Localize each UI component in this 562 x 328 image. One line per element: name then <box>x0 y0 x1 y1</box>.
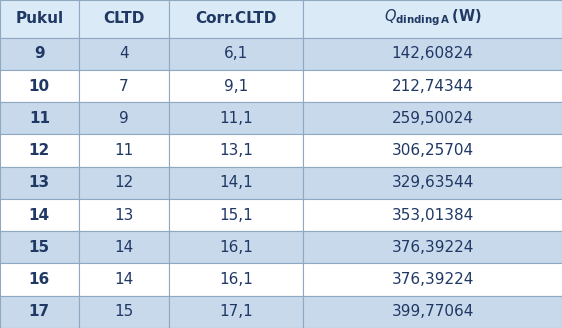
Bar <box>0 70 79 102</box>
Text: 11,1: 11,1 <box>219 111 253 126</box>
Text: 14: 14 <box>114 272 133 287</box>
Bar <box>79 102 169 134</box>
Bar <box>0 102 79 134</box>
Text: 17,1: 17,1 <box>219 304 253 319</box>
Text: 212,74344: 212,74344 <box>392 79 474 93</box>
Text: 11: 11 <box>29 111 50 126</box>
Bar <box>169 199 303 231</box>
Bar <box>169 0 303 38</box>
Text: 15: 15 <box>29 240 50 255</box>
Bar <box>0 296 79 328</box>
Text: 12: 12 <box>29 143 50 158</box>
Bar <box>303 134 562 167</box>
Text: 6,1: 6,1 <box>224 46 248 61</box>
Text: 4: 4 <box>119 46 129 61</box>
Text: 16,1: 16,1 <box>219 240 253 255</box>
Bar <box>169 70 303 102</box>
Bar <box>0 38 79 70</box>
Bar <box>79 231 169 263</box>
Text: 399,77064: 399,77064 <box>392 304 474 319</box>
Bar <box>169 167 303 199</box>
Bar <box>169 296 303 328</box>
Text: 12: 12 <box>114 175 133 190</box>
Bar <box>303 167 562 199</box>
Bar <box>79 134 169 167</box>
Bar <box>0 167 79 199</box>
Text: 13: 13 <box>114 208 133 223</box>
Text: 13: 13 <box>29 175 50 190</box>
Bar <box>303 102 562 134</box>
Bar <box>0 134 79 167</box>
Bar <box>303 38 562 70</box>
Text: 16,1: 16,1 <box>219 272 253 287</box>
Text: 10: 10 <box>29 79 50 93</box>
Bar <box>169 38 303 70</box>
Text: 9: 9 <box>34 46 44 61</box>
Bar <box>0 263 79 296</box>
Bar <box>303 199 562 231</box>
Text: 11: 11 <box>114 143 133 158</box>
Text: 376,39224: 376,39224 <box>392 272 474 287</box>
Bar <box>79 167 169 199</box>
Bar <box>0 0 79 38</box>
Bar <box>303 296 562 328</box>
Text: 14: 14 <box>114 240 133 255</box>
Text: 15: 15 <box>114 304 133 319</box>
Bar <box>79 199 169 231</box>
Text: Corr.CLTD: Corr.CLTD <box>196 11 277 26</box>
Bar <box>169 102 303 134</box>
Text: Pukul: Pukul <box>15 11 64 26</box>
Text: 376,39224: 376,39224 <box>392 240 474 255</box>
Bar <box>303 263 562 296</box>
Bar <box>303 70 562 102</box>
Bar <box>0 199 79 231</box>
Bar <box>79 38 169 70</box>
Text: 9,1: 9,1 <box>224 79 248 93</box>
Text: 9: 9 <box>119 111 129 126</box>
Bar <box>79 0 169 38</box>
Bar <box>79 296 169 328</box>
Text: 14,1: 14,1 <box>219 175 253 190</box>
Bar <box>79 263 169 296</box>
Text: 7: 7 <box>119 79 129 93</box>
Text: 329,63544: 329,63544 <box>392 175 474 190</box>
Text: 16: 16 <box>29 272 50 287</box>
Bar <box>169 263 303 296</box>
Text: CLTD: CLTD <box>103 11 144 26</box>
Text: 14: 14 <box>29 208 50 223</box>
Text: 17: 17 <box>29 304 50 319</box>
Text: 13,1: 13,1 <box>219 143 253 158</box>
Bar <box>303 0 562 38</box>
Text: 15,1: 15,1 <box>219 208 253 223</box>
Text: 353,01384: 353,01384 <box>392 208 474 223</box>
Bar <box>79 70 169 102</box>
Text: 259,50024: 259,50024 <box>392 111 474 126</box>
Text: 142,60824: 142,60824 <box>392 46 474 61</box>
Bar <box>303 231 562 263</box>
Bar <box>169 134 303 167</box>
Bar <box>0 231 79 263</box>
Text: 306,25704: 306,25704 <box>392 143 474 158</box>
Text: $Q_{\mathregular{dinding\,A}}\,\mathregular{(W)}$: $Q_{\mathregular{dinding\,A}}\,\mathregu… <box>384 7 482 28</box>
Bar <box>169 231 303 263</box>
